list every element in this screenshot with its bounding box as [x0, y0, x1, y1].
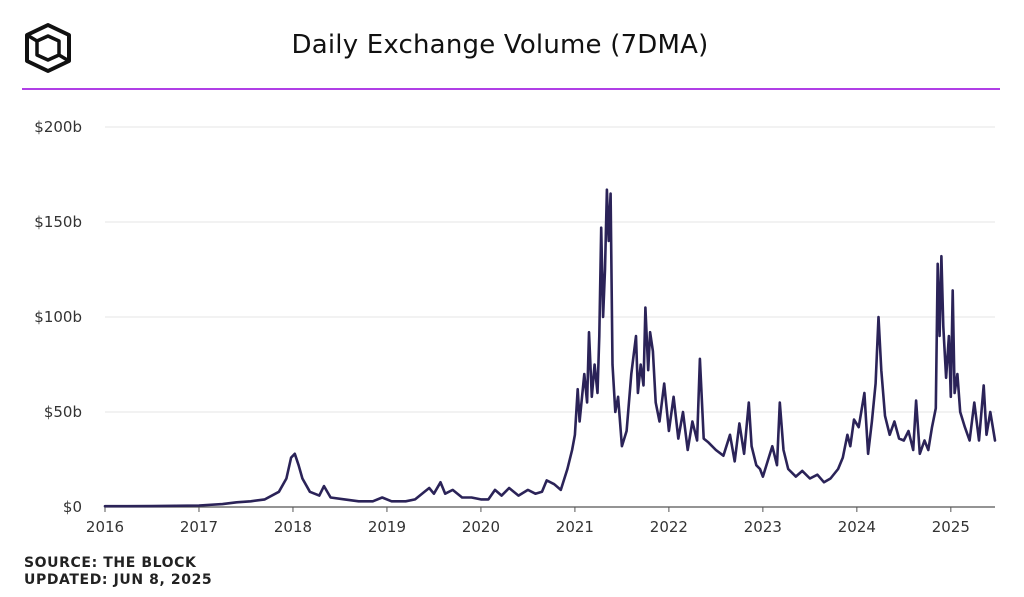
y-tick-label: $100b: [34, 308, 82, 326]
series-line-exchange-volume: [103, 188, 997, 508]
the-block-logo-icon: [25, 23, 71, 73]
source-label: SOURCE: THE BLOCK: [24, 555, 197, 571]
x-tick-label: 2018: [274, 518, 312, 536]
x-tick-label: 2019: [368, 518, 406, 536]
gridlines: [105, 126, 995, 413]
updated-label: UPDATED: JUN 8, 2025: [24, 572, 213, 588]
x-tick-label: 2020: [462, 518, 500, 536]
y-axis-ticks: $0 $50b $100b $150b $200b: [34, 118, 82, 516]
y-tick-label: $200b: [34, 118, 82, 136]
x-tick-label: 2016: [86, 518, 124, 536]
x-tick-label: 2024: [838, 518, 876, 536]
source-note: SOURCE: THE BLOCK UPDATED: JUN 8, 2025: [24, 555, 212, 589]
chart-title: Daily Exchange Volume (7DMA): [291, 30, 709, 60]
y-tick-label: $50b: [44, 403, 82, 421]
x-tick-label: 2021: [556, 518, 594, 536]
y-tick-label: $0: [63, 498, 82, 516]
header-divider: [22, 88, 1000, 90]
x-tick-label: 2017: [180, 518, 218, 536]
x-axis-ticks: 2016 2017 2018 2019 2020 2021 2022 2023 2024 2025: [86, 507, 970, 536]
x-tick-label: 2025: [932, 518, 970, 536]
y-tick-label: $150b: [34, 213, 82, 231]
x-tick-label: 2023: [744, 518, 782, 536]
x-tick-label: 2022: [650, 518, 688, 536]
